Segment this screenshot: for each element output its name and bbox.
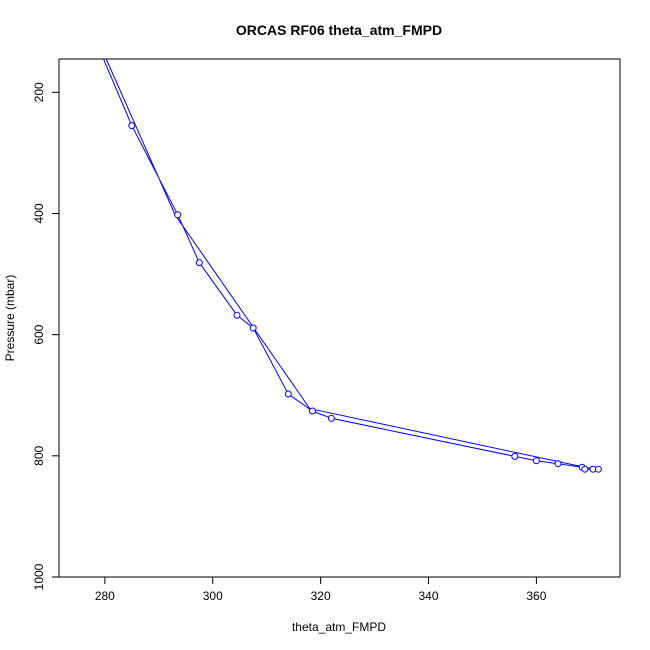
- data-point-5: [284, 390, 292, 398]
- y-tick-label-1000: 1000: [32, 563, 46, 590]
- data-point-4: [249, 324, 257, 332]
- data-point-7: [327, 414, 335, 422]
- data-point-8: [511, 452, 519, 460]
- series-line: [102, 59, 599, 470]
- plot-frame: [58, 58, 621, 578]
- y-tick-label-600: 600: [32, 324, 46, 344]
- data-point-10: [554, 460, 562, 468]
- x-tick-label-300: 300: [203, 589, 223, 603]
- y-axis: 200 400 600 800 1000: [32, 82, 60, 590]
- x-tick-label-340: 340: [418, 589, 438, 603]
- data-point-12: [581, 465, 589, 473]
- x-axis-label: theta_atm_FMPD: [292, 620, 386, 634]
- data-point-2: [195, 259, 203, 267]
- data-point-3: [233, 311, 241, 319]
- x-tick-label-280: 280: [95, 589, 115, 603]
- data-point-6: [309, 407, 316, 415]
- data-point-0: [128, 122, 136, 130]
- x-tick-label-360: 360: [526, 589, 546, 603]
- data-point-1: [174, 211, 182, 219]
- chart-title: ORCAS RF06 theta_atm_FMPD: [236, 22, 442, 38]
- data-point-14: [594, 465, 602, 473]
- plot-area: [102, 59, 602, 473]
- y-axis-label: Pressure (mbar): [3, 275, 17, 362]
- x-tick-label-320: 320: [311, 589, 331, 603]
- data-point-9: [532, 457, 540, 465]
- y-tick-label-800: 800: [32, 445, 46, 465]
- y-tick-label-200: 200: [32, 82, 46, 102]
- x-axis: 280 300 320 340 360: [95, 576, 547, 603]
- y-tick-label-400: 400: [32, 203, 46, 223]
